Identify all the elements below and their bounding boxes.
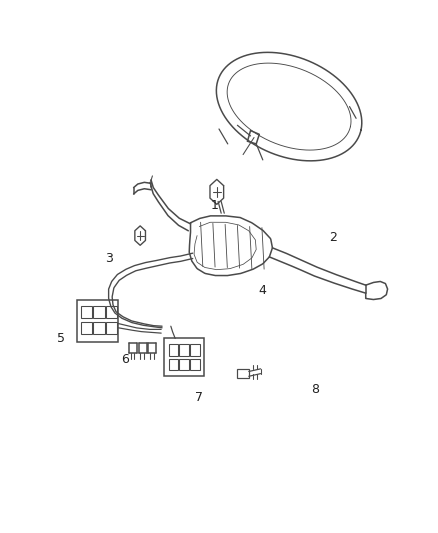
Bar	[81, 322, 92, 334]
Bar	[190, 359, 200, 370]
Bar	[106, 306, 117, 318]
Bar	[190, 344, 200, 356]
Bar	[93, 322, 105, 334]
Text: 7: 7	[195, 391, 203, 403]
Text: 2: 2	[329, 231, 337, 244]
Bar	[180, 344, 189, 356]
Bar	[106, 322, 117, 334]
Bar	[81, 306, 92, 318]
Text: 8: 8	[311, 383, 319, 395]
Text: 4: 4	[259, 284, 267, 297]
Bar	[93, 306, 105, 318]
Bar	[180, 359, 189, 370]
Text: 6: 6	[121, 353, 129, 366]
Bar	[169, 359, 178, 370]
Text: 3: 3	[106, 252, 113, 265]
Text: 5: 5	[57, 332, 65, 345]
Bar	[237, 369, 249, 378]
Bar	[169, 344, 178, 356]
Text: 1: 1	[211, 199, 219, 212]
